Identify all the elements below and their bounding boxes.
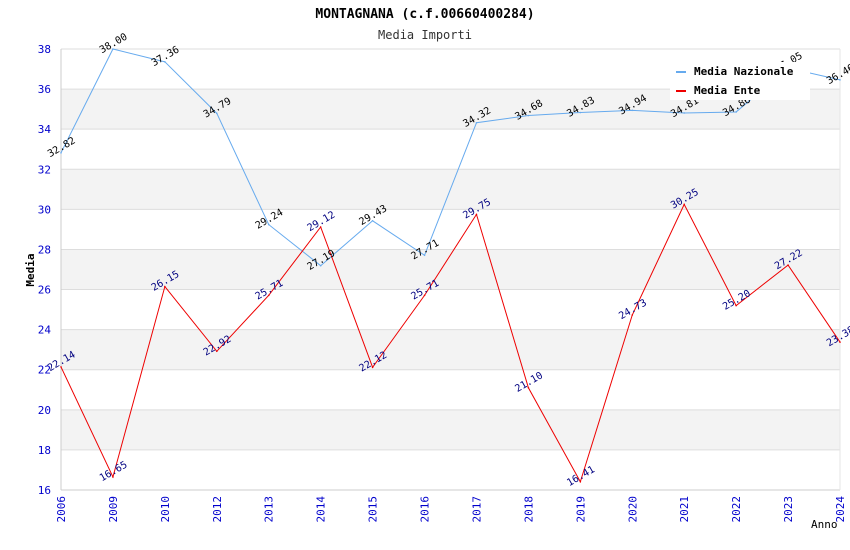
x-tick-label: 2024 (834, 496, 847, 523)
point-media-ente (267, 294, 270, 297)
y-tick-label: 20 (38, 404, 51, 417)
data-label-media-nazionale: 36.46 (825, 62, 850, 87)
point-media-nazionale (60, 152, 62, 154)
point-media-nazionale (319, 264, 322, 267)
point-media-ente (787, 264, 789, 266)
point-media-nazionale (631, 109, 634, 112)
point-media-ente (579, 480, 582, 483)
x-tick-label: 2009 (107, 496, 120, 523)
x-tick-label: 2017 (470, 496, 483, 523)
data-label-media-nazionale: 37.36 (150, 44, 182, 69)
series-lines (60, 48, 841, 484)
legend-label-ente: Media Ente (694, 84, 761, 97)
point-media-nazionale (527, 114, 530, 117)
point-media-ente (164, 285, 166, 288)
data-label-media-ente: 16.41 (565, 464, 597, 489)
x-tick-label: 2016 (419, 496, 432, 523)
x-tick-label: 2020 (626, 496, 639, 523)
point-media-ente (112, 476, 114, 478)
y-tick-label: 28 (38, 243, 51, 256)
point-media-ente (527, 386, 530, 389)
point-media-nazionale (112, 48, 114, 50)
point-media-ente (735, 304, 737, 307)
grid-band (61, 329, 840, 370)
grid-lines (61, 48, 840, 491)
legend-box (670, 62, 810, 100)
point-media-ente (839, 341, 841, 343)
x-tick-label: 2022 (730, 496, 743, 523)
point-media-ente (216, 350, 218, 353)
point-media-nazionale (423, 254, 426, 257)
point-media-ente (475, 213, 478, 216)
point-media-nazionale (267, 223, 270, 226)
point-media-ente (60, 366, 62, 368)
y-tick-labels: 16 18 20 22 24 26 28 30 32 34 36 38 (38, 43, 52, 497)
y-tick-label: 16 (38, 484, 51, 497)
x-tick-label: 2023 (782, 496, 795, 523)
y-tick-label: 30 (38, 203, 51, 216)
x-tick-label: 2006 (55, 496, 68, 523)
x-tick-label: 2010 (159, 496, 172, 523)
x-tick-label: 2019 (574, 496, 587, 523)
chart-title: MONTAGNANA (c.f.00660400284) (315, 7, 534, 22)
x-tick-label: 2012 (211, 496, 224, 523)
x-tick-label: 2015 (367, 496, 380, 523)
x-tick-labels: 2006 2009 2010 2012 2013 2014 2015 2016 2017 2018… (55, 496, 847, 523)
y-tick-label: 32 (38, 163, 51, 176)
point-media-nazionale (839, 79, 841, 81)
series-line-media-nazionale (60, 48, 841, 267)
point-media-ente (631, 314, 634, 316)
point-media-ente (371, 366, 374, 369)
data-label-media-ente: 24.73 (617, 298, 649, 323)
point-media-nazionale (216, 112, 218, 115)
series-line-media-ente (60, 203, 841, 484)
legend-label-nazionale: Media Nazionale (694, 65, 794, 78)
legend: Media Nazionale Media Ente (670, 62, 810, 100)
grid-bands (61, 89, 840, 450)
point-media-ente (423, 294, 426, 297)
data-label-media-ente: 25.20 (721, 288, 753, 313)
point-media-ente (319, 226, 322, 228)
chart-subtitle: Media Importi (378, 28, 472, 42)
x-tick-label: 2021 (678, 496, 691, 523)
data-label-media-nazionale: 38.00 (98, 32, 130, 57)
y-tick-label: 26 (38, 284, 51, 297)
x-tick-label: 2014 (315, 496, 328, 523)
y-tick-label: 18 (38, 444, 51, 457)
y-axis-label: Media (24, 253, 37, 286)
point-media-nazionale (164, 61, 166, 63)
grid-band (61, 249, 840, 290)
x-tick-label: 2013 (263, 496, 276, 523)
data-label-media-ente: 16.65 (98, 460, 130, 485)
y-tick-label: 24 (38, 324, 52, 337)
point-media-nazionale (735, 111, 737, 113)
point-media-nazionale (371, 219, 374, 222)
axes (60, 49, 841, 491)
point-media-nazionale (475, 121, 478, 124)
point-media-ente (683, 203, 685, 206)
data-label-media-nazionale: 32.82 (46, 135, 78, 160)
y-tick-label: 22 (38, 364, 51, 377)
grid-band (61, 409, 840, 450)
point-media-nazionale (579, 111, 582, 114)
x-axis-label: Anno (811, 518, 838, 531)
point-media-nazionale (683, 112, 685, 114)
y-tick-label: 38 (38, 43, 51, 56)
data-label-media-ente: 21.10 (513, 370, 545, 395)
data-label-media-nazionale: 29.24 (254, 207, 286, 232)
y-tick-label: 34 (38, 123, 52, 136)
x-tick-label: 2018 (522, 496, 535, 523)
y-tick-label: 36 (38, 83, 51, 96)
